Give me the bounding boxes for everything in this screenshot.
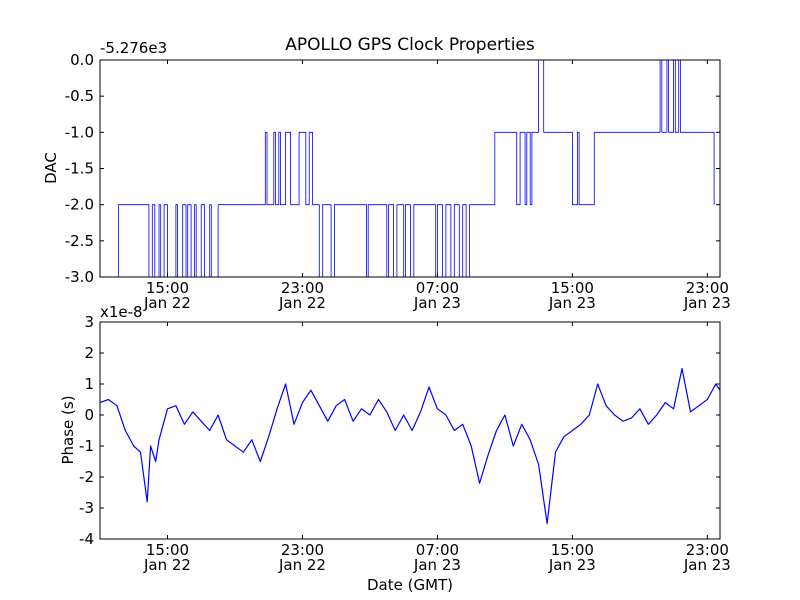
y-tick-label: 1 xyxy=(84,375,94,393)
phase-series xyxy=(99,367,721,525)
phase-offset-label: x1e-8 xyxy=(100,303,143,321)
dac-offset-label: -5.276e3 xyxy=(100,39,167,57)
x-tick-date-label: Jan 23 xyxy=(548,294,596,312)
x-tick-date-label: Jan 23 xyxy=(413,294,461,312)
x-tick-time-label: 07:00 xyxy=(416,279,459,297)
dac-y-axis-label: DAC xyxy=(42,152,60,184)
y-tick-label: -0.5 xyxy=(65,87,94,105)
y-tick-label: -3.0 xyxy=(65,268,94,286)
x-tick-time-label: 23:00 xyxy=(686,279,729,297)
x-tick-time-label: 15:00 xyxy=(551,279,594,297)
dac-y-ticks: 0.0 -0.5 -1.0 -1.5 -2.0 -2.5 -3.0 xyxy=(65,51,720,286)
series-line xyxy=(99,367,721,525)
x-tick-time-label: 23:00 xyxy=(281,541,324,559)
x-tick-date-label: Jan 22 xyxy=(143,294,191,312)
x-tick-date-label: Jan 23 xyxy=(683,294,731,312)
phase-axes-frame xyxy=(99,321,721,540)
x-tick-time-label: 07:00 xyxy=(416,541,459,559)
x-tick-date-label: Jan 23 xyxy=(548,556,596,574)
y-tick-label: 0.0 xyxy=(70,51,94,69)
y-tick-label: -4 xyxy=(79,530,94,548)
y-tick-label: 0 xyxy=(84,406,94,424)
y-tick-label: -2.5 xyxy=(65,232,94,250)
x-tick-time-label: 15:00 xyxy=(551,541,594,559)
phase-y-ticks: 3 2 1 0 -1 -2 -3 -4 xyxy=(79,313,720,548)
y-tick-label: -3 xyxy=(79,499,94,517)
x-axis-label: Date (GMT) xyxy=(367,576,453,594)
phase-y-axis-label: Phase (s) xyxy=(59,395,77,464)
y-tick-label: 3 xyxy=(84,313,94,331)
y-tick-label: -2.0 xyxy=(65,196,94,214)
x-tick-date-label: Jan 22 xyxy=(278,294,326,312)
y-tick-label: -1.0 xyxy=(65,123,94,141)
chart-title: APOLLO GPS Clock Properties xyxy=(285,35,535,55)
y-tick-label: -1 xyxy=(79,437,94,455)
x-tick-time-label: 15:00 xyxy=(146,279,189,297)
y-tick-label: -1.5 xyxy=(65,160,94,178)
x-tick-time-label: 23:00 xyxy=(686,541,729,559)
x-tick-date-label: Jan 23 xyxy=(413,556,461,574)
x-tick-time-label: 23:00 xyxy=(281,279,324,297)
x-tick-date-label: Jan 22 xyxy=(278,556,326,574)
x-tick-date-label: Jan 23 xyxy=(683,556,731,574)
x-tick-time-label: 15:00 xyxy=(146,541,189,559)
x-tick-date-label: Jan 22 xyxy=(143,556,191,574)
y-tick-label: 2 xyxy=(84,344,94,362)
y-tick-label: -2 xyxy=(79,468,94,486)
